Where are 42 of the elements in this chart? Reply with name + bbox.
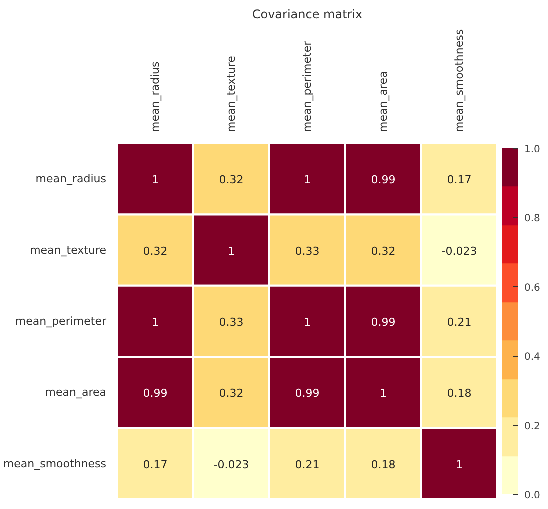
y-tick-label: mean_radius [36, 172, 107, 186]
x-tick-label: mean_area [377, 71, 390, 132]
color-bar-label: 0.6 [524, 282, 540, 294]
data-label: 0.32 [219, 174, 244, 187]
data-label: 0.18 [447, 387, 472, 400]
color-bar-label: 0.4 [524, 352, 540, 364]
x-tick-label: mean_perimeter [301, 40, 314, 132]
y-tick-label: mean_area [45, 386, 107, 400]
data-label: 0.99 [371, 316, 396, 329]
data-label: 0.33 [295, 244, 320, 258]
data-label: 0.18 [371, 458, 396, 472]
chart-title: Covariance matrix [252, 8, 363, 22]
data-label: 1 [380, 387, 387, 400]
x-tick-label: mean_texture [225, 56, 238, 132]
data-label: 0.17 [447, 174, 472, 187]
data-label: 0.17 [143, 458, 168, 472]
data-label: -0.023 [214, 458, 250, 472]
data-label: 1 [304, 174, 311, 187]
color-bar-label: 1.0 [524, 144, 540, 156]
data-label: -0.023 [442, 244, 478, 258]
data-label: 0.21 [295, 458, 320, 472]
y-tick-label: mean_texture [30, 244, 107, 257]
data-label: 0.32 [371, 244, 396, 258]
data-label: 0.99 [295, 387, 320, 400]
data-label: 1 [228, 244, 235, 258]
color-bar-label: 0.2 [524, 421, 540, 432]
data-label: 0.99 [371, 174, 396, 187]
color-bar-label: 0.8 [524, 214, 540, 225]
data-label: 0.33 [219, 316, 244, 329]
data-label: 0.32 [219, 387, 244, 400]
data-label: 0.32 [143, 244, 168, 258]
data-label: 1 [152, 316, 159, 329]
data-label: 1 [304, 316, 311, 329]
y-tick-label: mean_smoothness [3, 457, 107, 470]
x-tick-label: mean_radius [149, 62, 162, 132]
data-label: 0.99 [143, 387, 168, 400]
data-label: 1 [152, 174, 159, 187]
data-label: 0.21 [447, 316, 472, 329]
color-bar-label: 0.0 [524, 490, 540, 502]
x-tick-label: mean_smoothness [453, 29, 466, 132]
data-label: 1 [456, 458, 463, 472]
y-tick-label: mean_perimeter [15, 315, 107, 328]
